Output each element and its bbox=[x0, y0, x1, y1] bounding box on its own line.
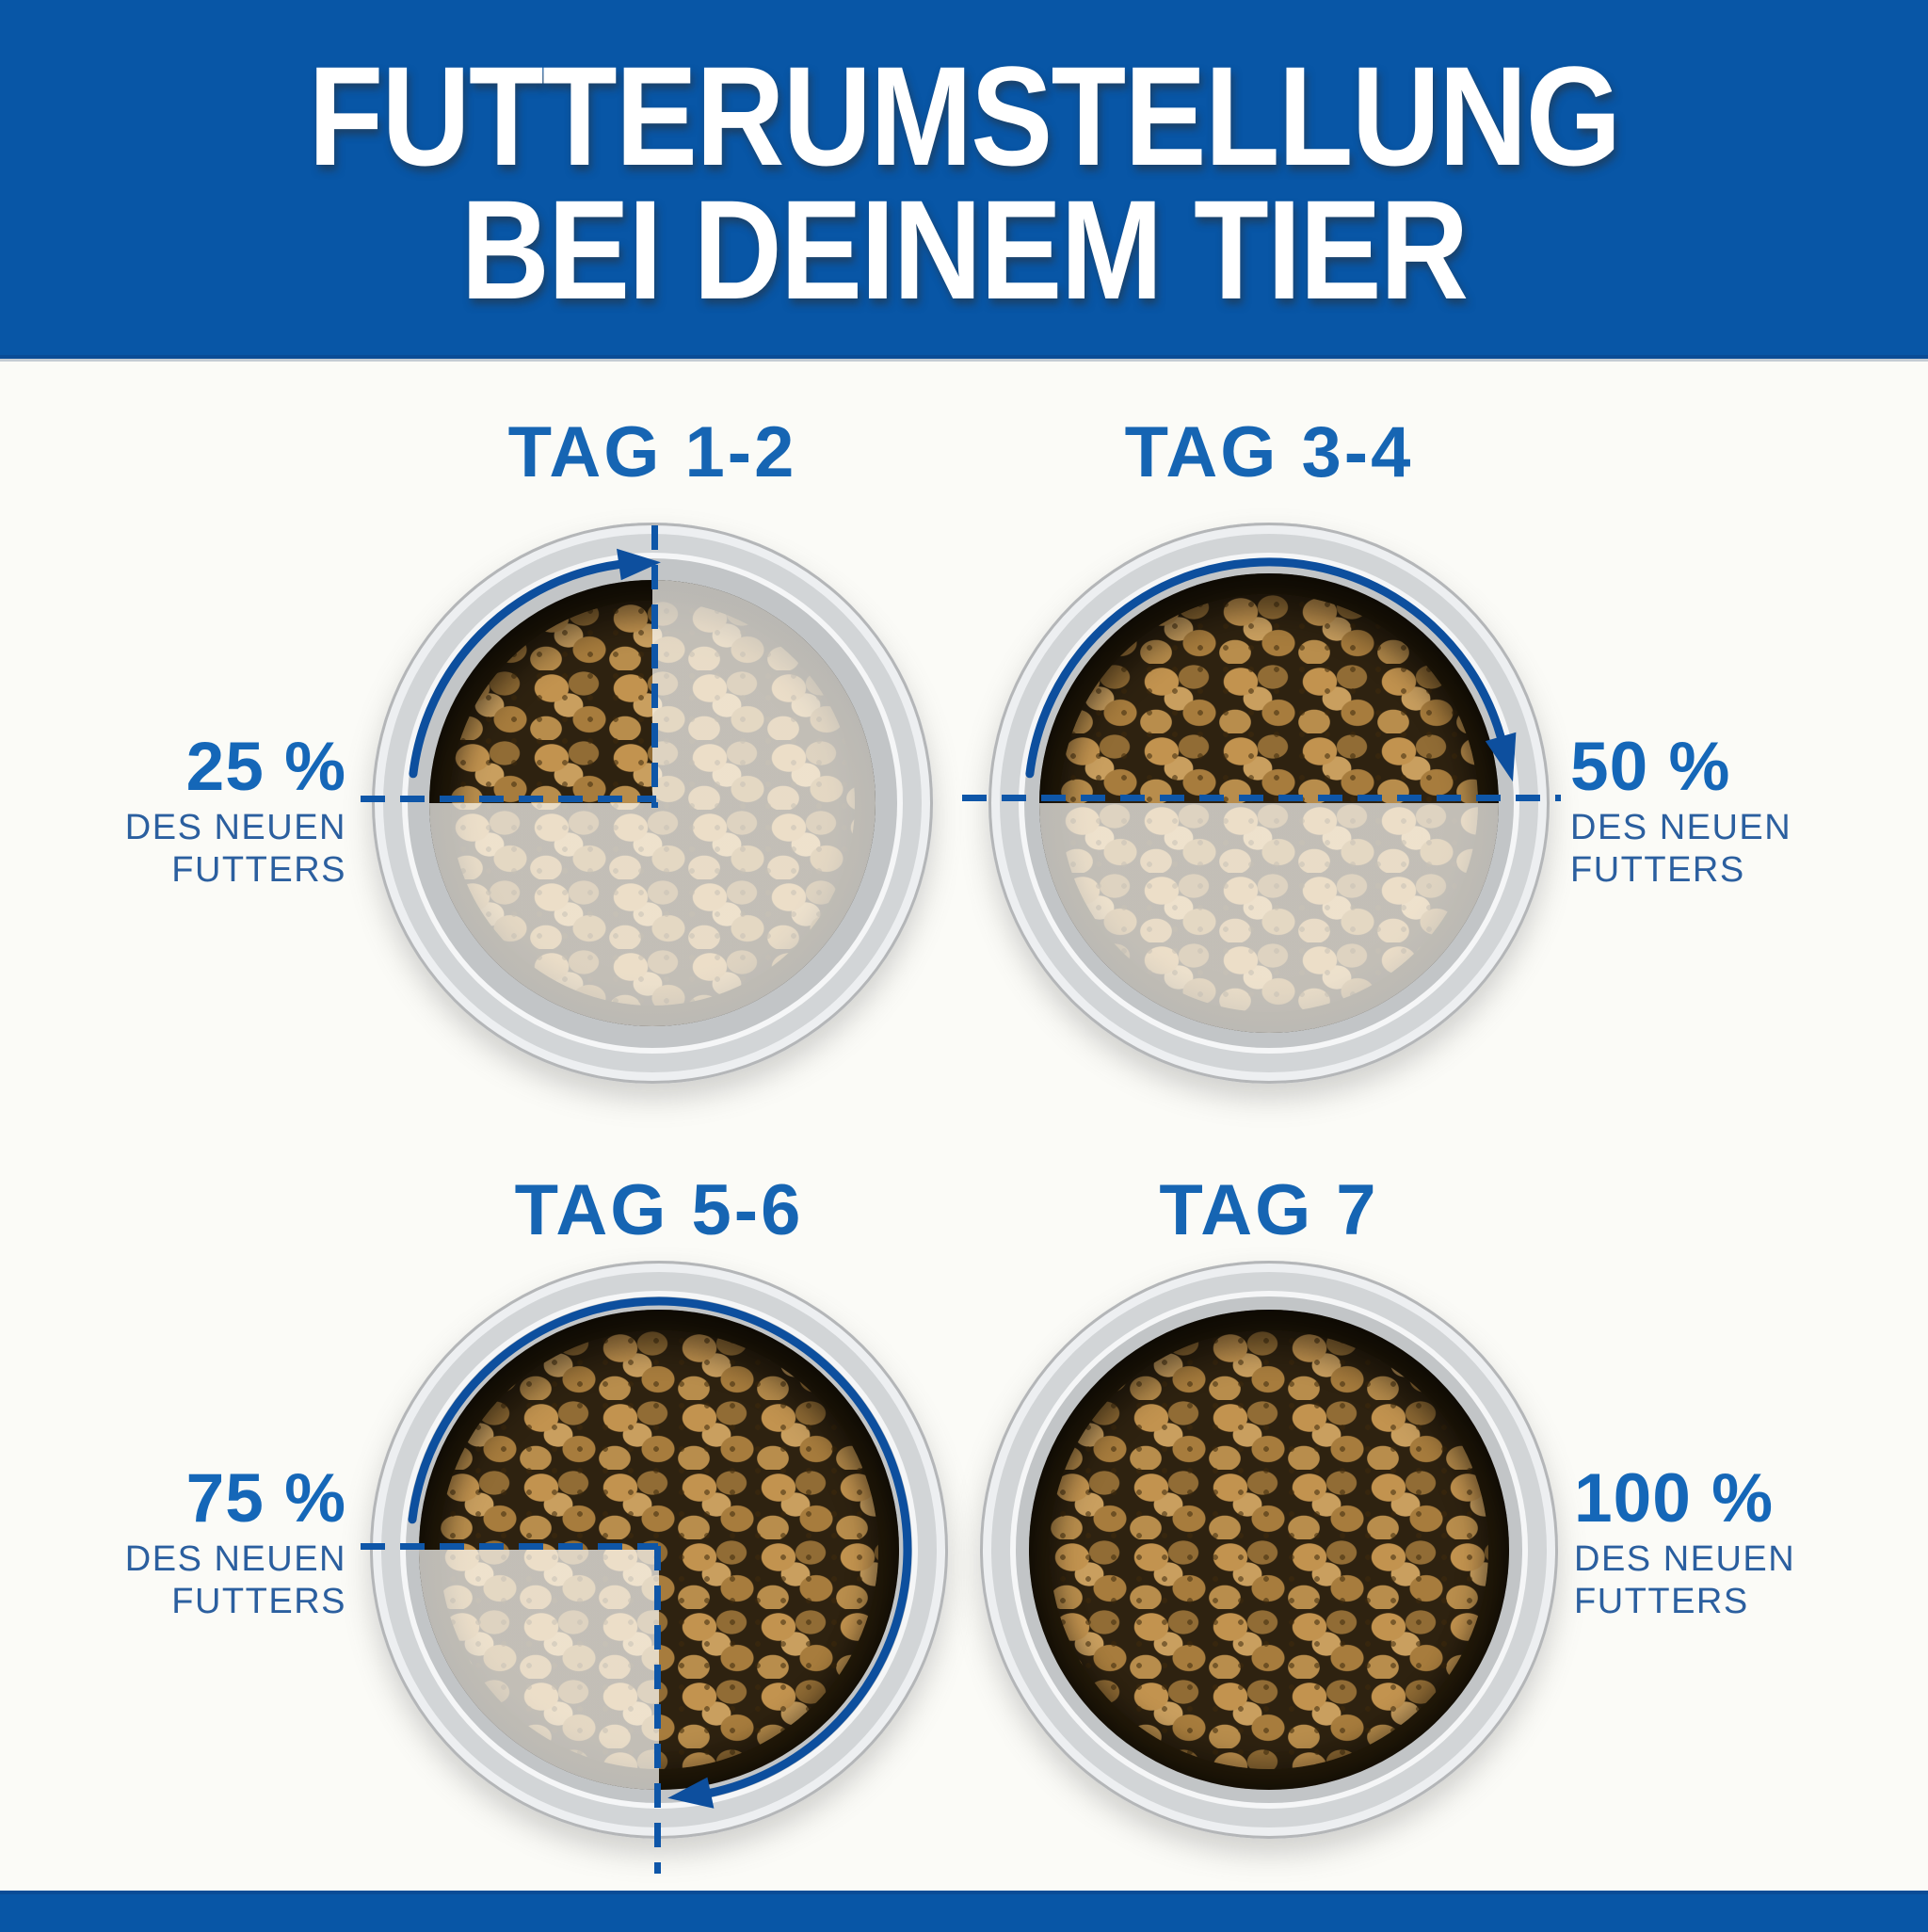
progress-arc-75 bbox=[408, 1296, 912, 1809]
footer-banner bbox=[0, 1891, 1928, 1932]
arrowhead-icon bbox=[617, 548, 661, 581]
dashed-line-horizontal-tag-5-6 bbox=[361, 1543, 658, 1550]
percent-block-tag-1-2: 25 % DES NEUEN FUTTERS bbox=[36, 730, 346, 892]
arrowhead-icon bbox=[1485, 732, 1517, 782]
page-title-line-1: FUTTERUMSTELLUNG bbox=[308, 37, 1621, 195]
caption-line-1: DES NEUEN bbox=[1570, 808, 1792, 847]
bowl-tag-7 bbox=[980, 1261, 1558, 1839]
day-label-tag-5-6: TAG 5-6 bbox=[514, 1170, 804, 1250]
percent-label: 50 % bbox=[1570, 729, 1731, 805]
dashed-line-horizontal-tag-1-2 bbox=[361, 796, 656, 802]
caption-line-2: FUTTERS bbox=[171, 850, 346, 890]
percent-label: 25 % bbox=[185, 729, 346, 805]
kibble-food bbox=[1050, 1330, 1488, 1769]
caption-line-1: DES NEUEN bbox=[124, 1539, 346, 1579]
header-banner: FUTTERUMSTELLUNG BEI DEINEM TIER bbox=[0, 0, 1928, 359]
page-title-line-2: BEI DEINEM TIER bbox=[460, 170, 1469, 329]
arrowhead-icon bbox=[667, 1777, 715, 1809]
caption-line-2: FUTTERS bbox=[171, 1582, 346, 1621]
caption-line-1: DES NEUEN bbox=[1574, 1539, 1796, 1579]
percent-label: 100 % bbox=[1574, 1460, 1774, 1537]
caption-line-2: FUTTERS bbox=[1570, 850, 1745, 890]
percent-label: 75 % bbox=[185, 1460, 346, 1537]
dashed-line-vertical-tag-5-6 bbox=[654, 1546, 661, 1874]
day-label-tag-3-4: TAG 3-4 bbox=[1124, 412, 1414, 492]
old-food-fade-overlay bbox=[1039, 573, 1499, 1033]
caption-line-2: FUTTERS bbox=[1574, 1582, 1749, 1621]
progress-arc-50 bbox=[1025, 557, 1517, 782]
percent-block-tag-3-4: 50 % DES NEUEN FUTTERS bbox=[1570, 730, 1900, 892]
caption-line-1: DES NEUEN bbox=[124, 808, 346, 847]
dashed-line-vertical-tag-1-2 bbox=[651, 525, 658, 808]
day-label-tag-7: TAG 7 bbox=[1159, 1170, 1379, 1250]
progress-arc-25 bbox=[409, 548, 661, 779]
day-label-tag-1-2: TAG 1-2 bbox=[507, 412, 797, 492]
percent-block-tag-5-6: 75 % DES NEUEN FUTTERS bbox=[36, 1461, 346, 1623]
bowl-tag-3-4 bbox=[988, 523, 1550, 1084]
dashed-line-horizontal-tag-3-4 bbox=[962, 795, 1561, 801]
percent-block-tag-7: 100 % DES NEUEN FUTTERS bbox=[1574, 1461, 1904, 1623]
